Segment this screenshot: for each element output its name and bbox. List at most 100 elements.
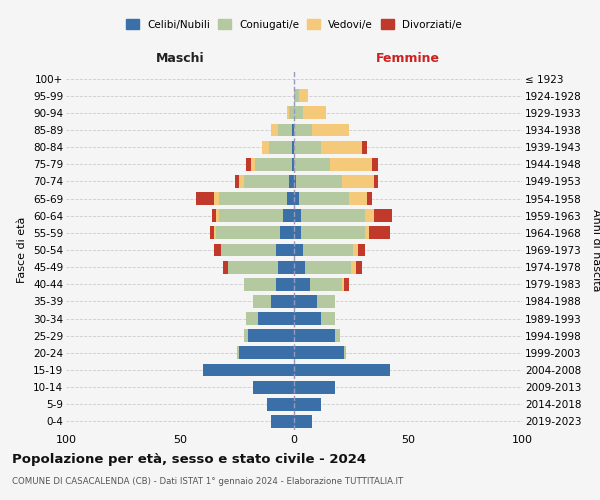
Bar [294,140,322,153]
Bar [280,226,294,239]
Bar [365,210,374,222]
Bar [239,346,294,360]
Bar [294,415,312,428]
Bar [214,192,219,205]
Bar [301,226,365,239]
Bar [294,124,312,136]
Bar [344,346,346,360]
Bar [317,295,335,308]
Bar [362,140,367,153]
Bar [349,192,367,205]
Bar [219,192,287,205]
Bar [294,312,322,325]
Bar [294,330,335,342]
Bar [269,140,292,153]
Bar [214,244,221,256]
Bar [244,175,289,188]
Bar [262,140,269,153]
Bar [248,330,294,342]
Bar [294,260,305,274]
Bar [371,158,379,170]
Bar [299,192,349,205]
Bar [278,260,294,274]
Bar [374,175,379,188]
Bar [294,158,331,170]
Bar [289,106,294,120]
Bar [310,278,342,290]
Bar [246,158,251,170]
Bar [358,244,365,256]
Bar [292,158,294,170]
Bar [369,226,390,239]
Bar [294,278,310,290]
Bar [266,398,294,410]
Y-axis label: Anni di nascita: Anni di nascita [591,209,600,291]
Bar [253,295,271,308]
Text: Popolazione per età, sesso e stato civile - 2024: Popolazione per età, sesso e stato civil… [12,452,366,466]
Bar [239,175,244,188]
Bar [237,346,239,360]
Bar [294,192,299,205]
Bar [255,158,292,170]
Bar [221,244,276,256]
Bar [217,226,280,239]
Bar [335,330,340,342]
Bar [374,210,392,222]
Bar [294,244,303,256]
Bar [271,124,278,136]
Text: Maschi: Maschi [155,52,205,65]
Bar [353,244,358,256]
Bar [294,90,299,102]
Bar [214,226,217,239]
Bar [294,380,335,394]
Bar [322,312,335,325]
Bar [322,140,362,153]
Bar [301,210,365,222]
Bar [294,106,303,120]
Bar [228,260,278,274]
Bar [342,175,374,188]
Text: Femmine: Femmine [376,52,440,65]
Bar [203,364,294,376]
Bar [217,210,219,222]
Bar [287,106,289,120]
Bar [276,244,294,256]
Bar [212,210,217,222]
Bar [276,278,294,290]
Bar [289,175,294,188]
Bar [303,106,326,120]
Bar [287,192,294,205]
Bar [244,330,248,342]
Bar [283,210,294,222]
Text: COMUNE DI CASACALENDA (CB) - Dati ISTAT 1° gennaio 2024 - Elaborazione TUTTITALI: COMUNE DI CASACALENDA (CB) - Dati ISTAT … [12,478,403,486]
Bar [294,346,344,360]
Bar [253,380,294,394]
Bar [244,278,276,290]
Bar [235,175,239,188]
Bar [342,278,344,290]
Bar [219,210,283,222]
Legend: Celibi/Nubili, Coniugati/e, Vedovi/e, Divorziati/e: Celibi/Nubili, Coniugati/e, Vedovi/e, Di… [126,20,462,30]
Bar [312,124,349,136]
Bar [196,192,214,205]
Bar [294,364,390,376]
Bar [271,415,294,428]
Bar [296,175,342,188]
Bar [294,175,296,188]
Bar [223,260,228,274]
Bar [351,260,356,274]
Bar [294,398,322,410]
Bar [365,226,369,239]
Bar [303,244,353,256]
Bar [367,192,371,205]
Bar [292,124,294,136]
Bar [344,278,349,290]
Bar [271,295,294,308]
Bar [278,124,292,136]
Bar [299,90,308,102]
Bar [257,312,294,325]
Bar [292,140,294,153]
Bar [356,260,362,274]
Bar [209,226,214,239]
Bar [294,210,301,222]
